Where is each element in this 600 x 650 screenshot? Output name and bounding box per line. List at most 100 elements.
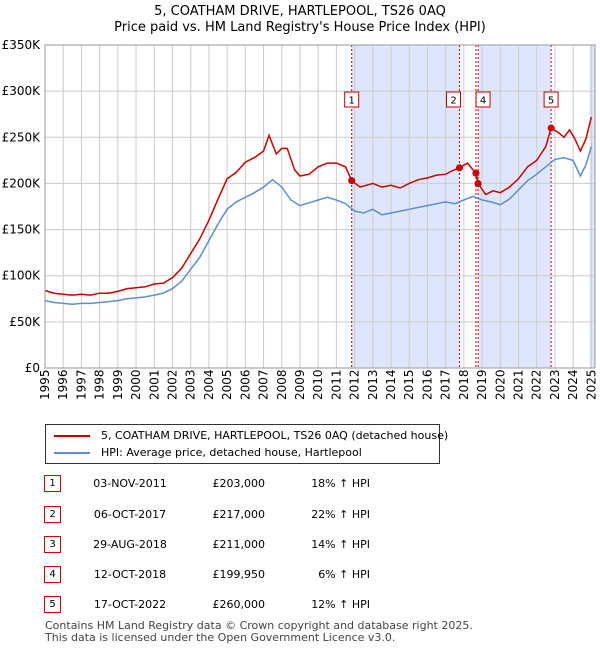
- sale-point: [456, 164, 464, 172]
- hpi-line: [44, 146, 593, 306]
- table-row: 2 06-OCT-2017 £217,000 22% ↑ HPI: [0, 506, 600, 526]
- x-tick-label: 2014: [384, 369, 398, 400]
- x-tick-label: 1996: [56, 369, 70, 400]
- x-tick-label: 2013: [366, 369, 380, 400]
- transaction-number: 5: [44, 596, 61, 613]
- y-tick-label: £250K: [2, 130, 42, 144]
- sale-marker-label: 1: [349, 96, 355, 107]
- transaction-price: £199,950: [212, 568, 266, 581]
- sale-marker-5: 5: [543, 91, 559, 108]
- x-tick-label: 2015: [402, 369, 416, 400]
- ownership-shade: [351, 45, 460, 368]
- sale-point: [547, 124, 555, 132]
- x-tick-label: 2018: [457, 369, 471, 400]
- x-tick-label: 2000: [129, 369, 143, 400]
- legend-item-property: 5, COATHAM DRIVE, HARTLEPOOL, TS26 0AQ (…: [46, 427, 448, 445]
- x-tick-label: 2016: [420, 369, 434, 400]
- transaction-number: 1: [44, 475, 61, 492]
- y-tick-label: £350K: [2, 38, 42, 52]
- transaction-date: 17-OCT-2022: [93, 598, 167, 611]
- y-tick-label: £200K: [2, 176, 42, 190]
- x-tick-label: 2023: [548, 369, 562, 400]
- x-tick-label: 2021: [512, 369, 526, 400]
- transaction-date: 29-AUG-2018: [93, 538, 167, 551]
- x-tick-label: 1998: [93, 369, 107, 400]
- x-tick-label: 2020: [493, 369, 507, 400]
- transaction-number: 4: [44, 566, 61, 583]
- sale-marker-4: 4: [475, 91, 491, 108]
- sale-marker-label: 4: [480, 96, 486, 107]
- legend-swatch-property: [54, 435, 90, 437]
- x-tick-label: 2024: [566, 369, 580, 400]
- footer: Contains HM Land Registry data © Crown c…: [45, 620, 473, 644]
- transaction-date: 12-OCT-2018: [93, 568, 167, 581]
- sale-marker-box: [344, 91, 360, 108]
- transaction-hpi: 22% ↑ HPI: [311, 508, 370, 521]
- transaction-date: 03-NOV-2011: [93, 477, 167, 490]
- x-tick-label: 2010: [311, 369, 325, 400]
- x-tick-label: 2003: [184, 369, 198, 400]
- x-tick-label: 2006: [238, 369, 252, 400]
- sale-point: [474, 179, 482, 187]
- transaction-hpi: 18% ↑ HPI: [311, 477, 370, 490]
- x-tick-label: 1999: [111, 369, 125, 400]
- x-tick-label: 2002: [165, 369, 179, 400]
- legend-label-property: 5, COATHAM DRIVE, HARTLEPOOL, TS26 0AQ (…: [101, 429, 449, 442]
- x-tick-label: 2017: [439, 369, 453, 400]
- footer-copyright: Contains HM Land Registry data © Crown c…: [45, 619, 473, 632]
- transaction-price: £260,000: [212, 598, 266, 611]
- plot-border: [44, 44, 596, 369]
- sale-marker-box: [543, 91, 559, 108]
- transaction-hpi: 6% ↑ HPI: [318, 568, 370, 581]
- table-row: 5 17-OCT-2022 £260,000 12% ↑ HPI: [0, 596, 600, 616]
- y-tick-label: £100K: [2, 269, 42, 283]
- sale-marker-box: [446, 91, 462, 108]
- x-tick-label: 2004: [202, 369, 216, 400]
- price-chart: 1 2 4 5 £0 £50K £100K £150K £200K £250K £300K £350K…: [2, 38, 599, 400]
- sale-marker-label: 5: [548, 96, 554, 107]
- y-tick-label: £150K: [2, 223, 42, 237]
- x-tick-label: 2007: [257, 369, 271, 400]
- ownership-shade: [589, 45, 595, 368]
- x-tick-label: 2019: [475, 369, 489, 400]
- sale-marker-2: 2: [446, 91, 462, 108]
- legend-swatch-hpi: [54, 452, 90, 454]
- x-tick-label: 1995: [38, 369, 52, 400]
- transaction-price: £203,000: [212, 477, 266, 490]
- table-row: 4 12-OCT-2018 £199,950 6% ↑ HPI: [0, 566, 600, 586]
- x-tick-label: 2001: [147, 369, 161, 400]
- sale-marker-label: 2: [450, 96, 456, 107]
- chart-title: 5, COATHAM DRIVE, HARTLEPOOL, TS26 0AQ: [154, 4, 446, 19]
- x-tick-label: 2009: [293, 369, 307, 400]
- transaction-number: 2: [44, 506, 61, 523]
- legend-label-hpi: HPI: Average price, detached house, Hart…: [101, 446, 362, 459]
- x-tick-label: 2012: [348, 369, 362, 400]
- y-tick-label: £300K: [2, 84, 42, 98]
- legend-item-hpi: HPI: Average price, detached house, Hart…: [46, 444, 439, 462]
- y-tick-label: £50K: [9, 315, 41, 329]
- sale-marker-box: [475, 91, 491, 108]
- transaction-date: 06-OCT-2017: [93, 508, 167, 521]
- sale-point: [348, 177, 356, 185]
- x-tick-label: 1997: [74, 369, 88, 400]
- transaction-hpi: 12% ↑ HPI: [311, 598, 370, 611]
- transaction-hpi: 14% ↑ HPI: [311, 538, 370, 551]
- x-tick-label: 2022: [530, 369, 544, 400]
- footer-licence: This data is licensed under the Open Gov…: [45, 631, 396, 644]
- chart-subtitle: Price paid vs. HM Land Registry's House …: [114, 20, 486, 35]
- legend: 5, COATHAM DRIVE, HARTLEPOOL, TS26 0AQ (…: [45, 424, 448, 464]
- sale-point: [472, 169, 480, 177]
- x-tick-label: 2025: [584, 369, 598, 400]
- transaction-price: £211,000: [212, 538, 266, 551]
- x-tick-label: 2005: [220, 369, 234, 400]
- table-row: 3 29-AUG-2018 £211,000 14% ↑ HPI: [0, 536, 600, 556]
- transaction-price: £217,000: [212, 508, 266, 521]
- transaction-number: 3: [44, 536, 61, 553]
- sale-marker-1: 1: [344, 91, 360, 108]
- x-tick-label: 2011: [329, 369, 343, 400]
- y-tick-label: £0: [25, 361, 40, 375]
- table-row: 1 03-NOV-2011 £203,000 18% ↑ HPI: [0, 475, 600, 495]
- property-price-line: [44, 116, 593, 296]
- x-tick-label: 2008: [275, 369, 289, 400]
